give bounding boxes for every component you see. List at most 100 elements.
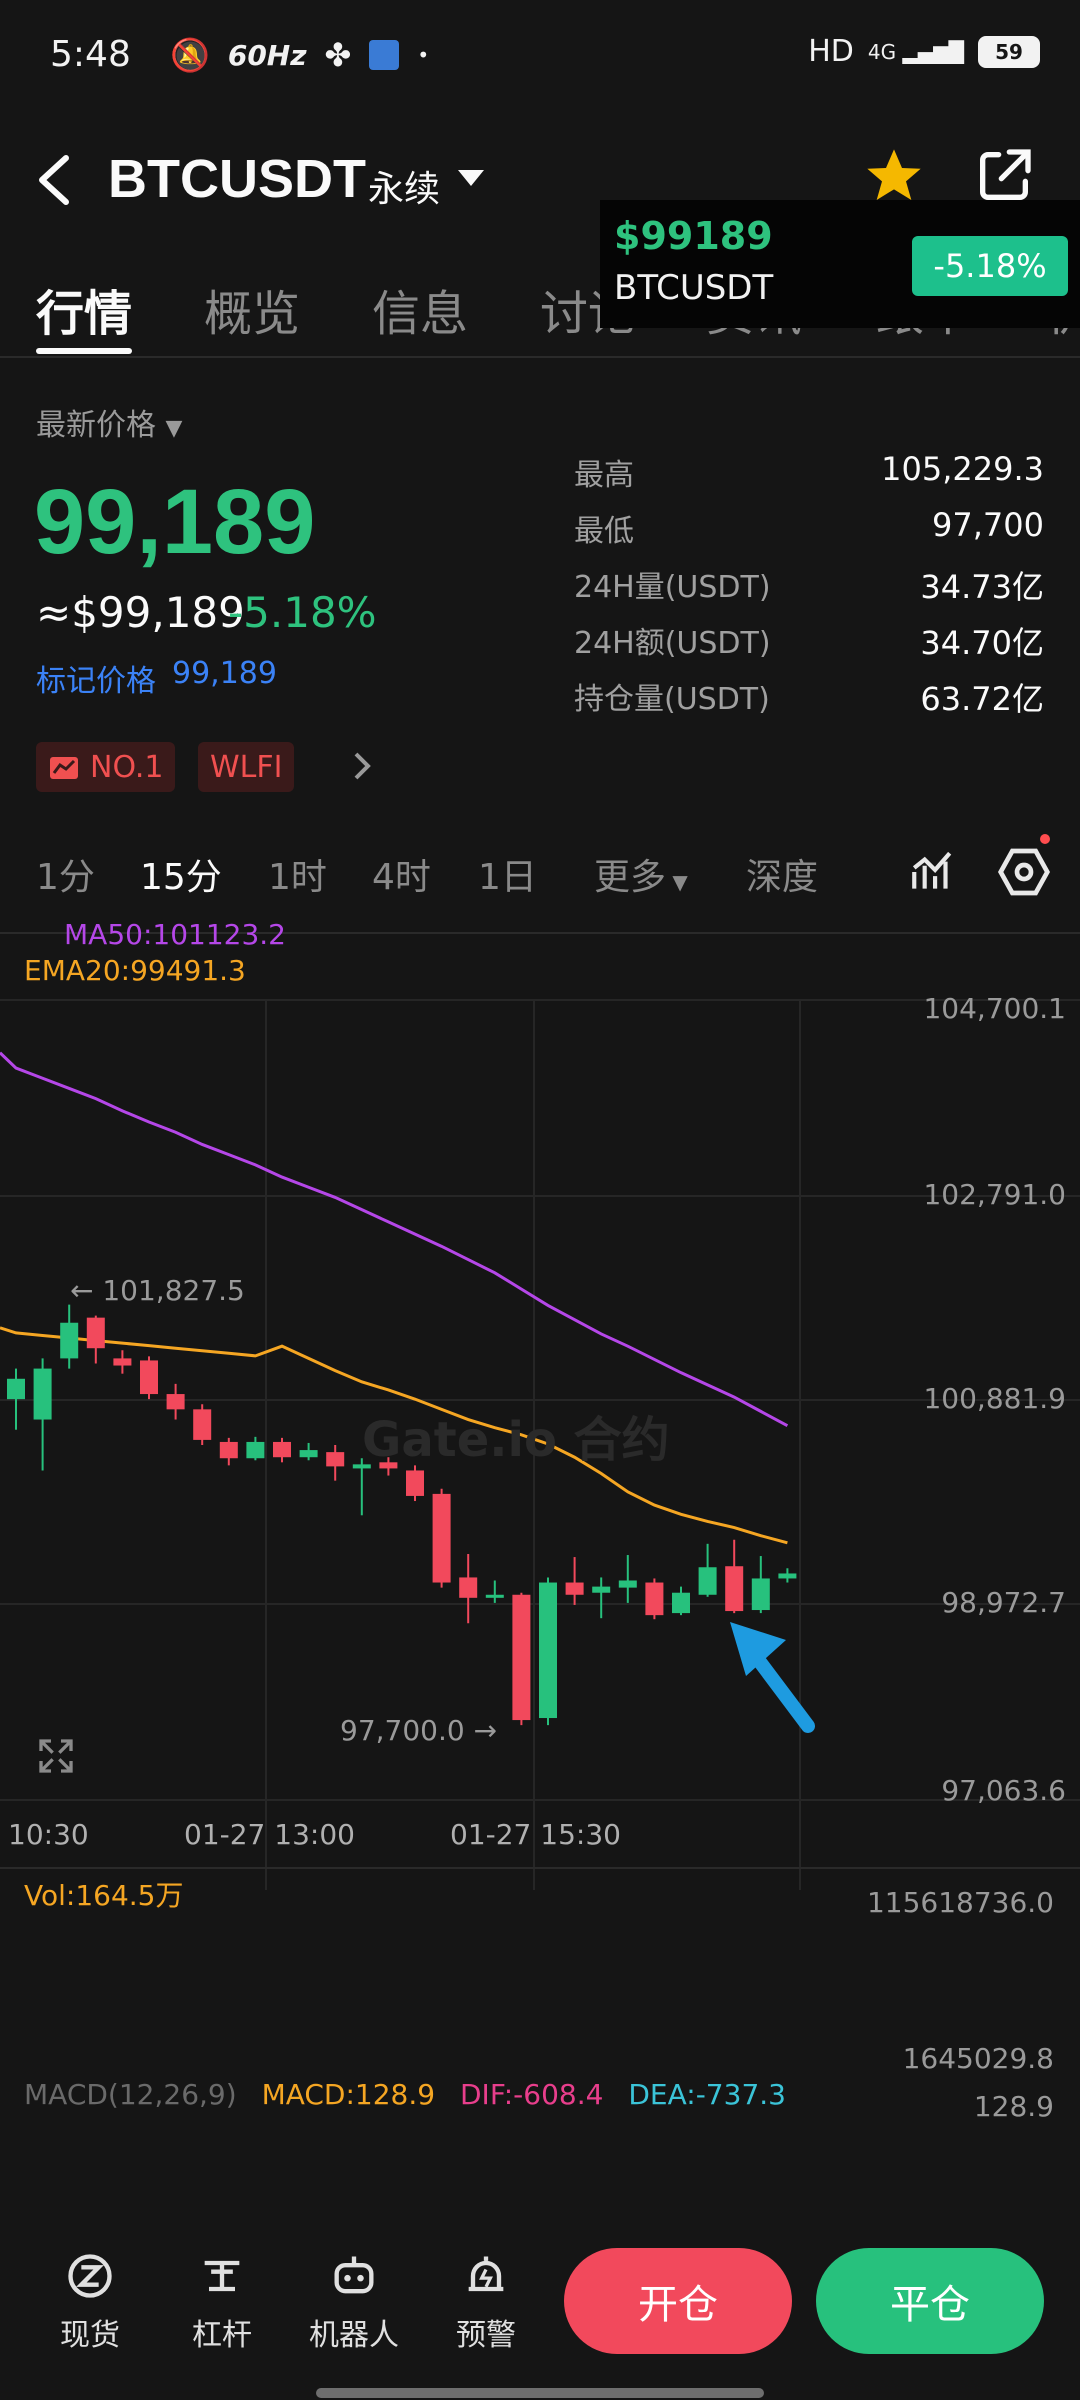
candle-body <box>113 1358 132 1366</box>
interval-1h[interactable]: 1时 <box>268 857 327 898</box>
dif-value: DIF:-608.4 <box>460 2078 604 2111</box>
x-tick: 01-27 13:00 <box>184 1818 355 1851</box>
macd-axis-value: 128.9 <box>973 2090 1054 2123</box>
active-tab-indicator <box>36 348 132 354</box>
last-price-label-text: 最新价格 <box>36 408 156 443</box>
stat-row: 24H额(USDT) 34.70亿 <box>574 618 1044 674</box>
macd-legend: MACD(12,26,9) MACD:128.9 DIF:-608.4 DEA:… <box>24 2078 802 2111</box>
trend-icon <box>50 757 78 779</box>
candle-body <box>246 1441 265 1459</box>
chevron-right-icon[interactable] <box>350 748 374 784</box>
float-price: $99189 <box>614 214 773 258</box>
wlfi-tag-label: WLFI <box>210 749 283 785</box>
stat-value: 34.73亿 <box>920 568 1044 606</box>
nav-spot-label: 现货 <box>60 2318 120 2353</box>
rank-tag[interactable]: NO.1 <box>36 742 176 792</box>
refresh-rate: 60Hz <box>227 38 307 72</box>
mark-price-label: 标记价格 <box>36 664 156 699</box>
rank-tag-label: NO.1 <box>90 749 164 785</box>
interval-1d[interactable]: 1日 <box>478 857 537 898</box>
stat-value: 105,229.3 <box>881 450 1044 488</box>
nav-spot[interactable]: 现货 <box>40 2250 140 2354</box>
nav-robot-label: 机器人 <box>309 2318 399 2353</box>
dot-icon: • <box>417 43 430 67</box>
status-icons-left: 🔕 60Hz ✤ • <box>170 36 429 74</box>
close-position-button[interactable]: 平仓 <box>816 2248 1044 2354</box>
volume-label: Vol:164.5万 <box>24 1879 184 1912</box>
candle-body <box>60 1322 79 1359</box>
candlestick-chart[interactable] <box>0 990 1080 1890</box>
candle-body <box>592 1586 611 1593</box>
tab-info[interactable]: 信息 <box>372 286 469 342</box>
last-price-label[interactable]: 最新价格 ▼ <box>36 400 182 444</box>
stat-row: 24H量(USDT) 34.73亿 <box>574 562 1044 618</box>
interval-more-label: 更多 <box>594 857 667 898</box>
nav-robot[interactable]: 机器人 <box>304 2250 404 2354</box>
stat-value: 34.70亿 <box>920 624 1044 662</box>
chevron-left-icon[interactable] <box>30 150 80 210</box>
status-time: 5:48 <box>50 34 131 75</box>
caret-down-icon: ▼ <box>666 870 688 894</box>
open-position-button[interactable]: 开仓 <box>564 2248 792 2354</box>
interval-bar: 1分 15分 1时 4时 1日 更多 ▼ 深度 <box>0 838 1080 934</box>
candle-body <box>432 1493 451 1583</box>
candle-body <box>299 1450 318 1458</box>
interval-more[interactable]: 更多 ▼ <box>594 848 688 900</box>
ema20-label: EMA20:99491.3 <box>24 954 246 987</box>
candle-body <box>725 1566 744 1612</box>
stat-value: 97,700 <box>932 506 1044 544</box>
caret-down-icon[interactable] <box>456 166 486 190</box>
stat-key: 24H量(USDT) <box>574 570 771 605</box>
candle-body <box>86 1317 105 1349</box>
interval-1m[interactable]: 1分 <box>36 857 95 898</box>
ma50-line <box>0 1051 789 1427</box>
pointer-arrow-head <box>730 1622 786 1676</box>
stat-row: 最低 97,700 <box>574 506 1044 562</box>
candle-body <box>406 1470 424 1496</box>
y-tick: 98,972.7 <box>941 1586 1066 1619</box>
depth-tab[interactable]: 深度 <box>746 857 819 898</box>
macd-value: MACD:128.9 <box>261 2078 436 2111</box>
indicator-icon[interactable] <box>908 842 958 902</box>
ema20-line <box>0 1326 788 1545</box>
candle-body <box>539 1582 557 1719</box>
candle-body <box>672 1592 690 1614</box>
interval-15m[interactable]: 15分 <box>140 857 222 898</box>
candle-body <box>618 1580 637 1588</box>
favorite-star-icon[interactable] <box>862 144 926 208</box>
symbol-title[interactable]: BTCUSDT <box>108 149 366 209</box>
nav-leverage[interactable]: 杠杆 <box>172 2250 272 2354</box>
share-icon[interactable] <box>972 144 1036 208</box>
candle-body <box>751 1578 770 1611</box>
contract-type[interactable]: 永续 <box>368 169 441 210</box>
tab-overview[interactable]: 概览 <box>204 286 301 342</box>
macd-title: MACD(12,26,9) <box>24 2078 237 2111</box>
floating-price-box[interactable]: $99189 BTCUSDT -5.18% <box>600 200 1080 328</box>
nav-leverage-label: 杠杆 <box>192 2318 252 2353</box>
settings-hexagon-icon[interactable] <box>996 842 1052 902</box>
notification-dot <box>1040 834 1050 844</box>
stat-key: 最低 <box>574 514 634 549</box>
candle-body <box>326 1452 345 1467</box>
leverage-icon <box>204 2260 240 2292</box>
robot-icon <box>334 2256 374 2294</box>
high-annotation: ← 101,827.5 <box>70 1274 245 1307</box>
candle-body <box>565 1582 584 1595</box>
last-price: 99,189 <box>34 471 316 573</box>
candle-body <box>778 1573 797 1579</box>
wlfi-tag[interactable]: WLFI <box>198 742 295 792</box>
fan-icon: ✤ <box>324 36 352 74</box>
candle-body <box>33 1368 52 1420</box>
tab-market[interactable]: 行情 <box>36 286 133 342</box>
y-tick: 104,700.1 <box>923 992 1066 1025</box>
interval-4h[interactable]: 4时 <box>372 857 431 898</box>
home-indicator[interactable] <box>316 2388 764 2398</box>
volume-max: 115618736.0 <box>866 1886 1054 1919</box>
nav-alert[interactable]: 预警 <box>436 2250 536 2354</box>
volume-min: 1645029.8 <box>902 2042 1054 2075</box>
float-change-badge: -5.18% <box>912 236 1068 296</box>
candle-body <box>7 1378 25 1400</box>
fullscreen-icon[interactable] <box>36 1736 76 1776</box>
usd-price: ≈$99,189 <box>36 588 245 637</box>
spot-icon <box>68 2254 112 2298</box>
